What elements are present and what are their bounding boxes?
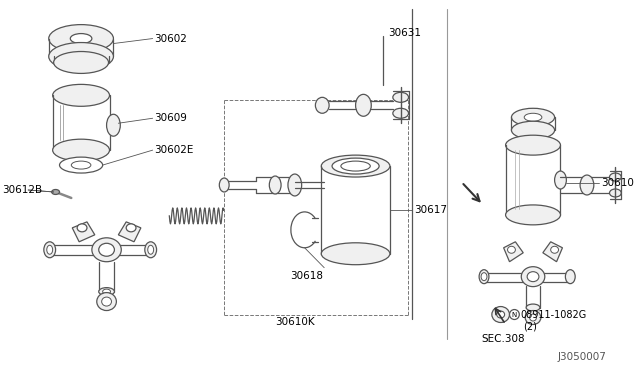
Ellipse shape: [92, 238, 121, 262]
Ellipse shape: [555, 171, 566, 189]
Text: 30602E: 30602E: [155, 145, 194, 155]
Ellipse shape: [527, 272, 539, 282]
Ellipse shape: [521, 267, 545, 286]
Ellipse shape: [321, 155, 390, 177]
Ellipse shape: [530, 314, 536, 321]
Text: (2): (2): [524, 321, 537, 331]
Ellipse shape: [341, 161, 371, 171]
Polygon shape: [504, 242, 524, 262]
Ellipse shape: [550, 246, 559, 253]
Ellipse shape: [60, 157, 102, 173]
Text: 30602: 30602: [155, 33, 188, 44]
Ellipse shape: [393, 92, 408, 102]
Ellipse shape: [506, 205, 561, 225]
Ellipse shape: [511, 108, 555, 126]
Polygon shape: [118, 222, 141, 242]
Ellipse shape: [145, 242, 157, 258]
Ellipse shape: [148, 245, 154, 254]
Ellipse shape: [481, 273, 487, 280]
Text: 30618: 30618: [290, 271, 323, 280]
Ellipse shape: [99, 288, 115, 296]
Ellipse shape: [509, 310, 519, 320]
Ellipse shape: [49, 42, 113, 70]
Ellipse shape: [508, 246, 515, 253]
Ellipse shape: [565, 270, 575, 283]
Polygon shape: [543, 242, 563, 262]
Ellipse shape: [44, 242, 56, 258]
Text: 30617: 30617: [415, 205, 447, 215]
Ellipse shape: [52, 139, 109, 161]
Ellipse shape: [269, 176, 281, 194]
Ellipse shape: [332, 158, 379, 174]
Ellipse shape: [77, 224, 87, 232]
Text: 30612B: 30612B: [3, 185, 43, 195]
Ellipse shape: [47, 245, 52, 254]
Ellipse shape: [97, 293, 116, 311]
Ellipse shape: [511, 121, 555, 139]
Ellipse shape: [525, 311, 541, 324]
Text: SEC.308: SEC.308: [481, 334, 525, 344]
Ellipse shape: [102, 289, 111, 294]
Text: 30631: 30631: [388, 28, 421, 38]
Text: 30610K: 30610K: [275, 317, 315, 327]
Text: 30609: 30609: [155, 113, 188, 123]
Ellipse shape: [70, 33, 92, 44]
Ellipse shape: [220, 178, 229, 192]
Text: 08911-1082G: 08911-1082G: [520, 310, 586, 320]
Text: 30610: 30610: [601, 178, 634, 188]
Ellipse shape: [479, 270, 489, 283]
Ellipse shape: [497, 311, 504, 318]
Ellipse shape: [524, 113, 542, 121]
Ellipse shape: [107, 114, 120, 136]
Text: N: N: [512, 311, 517, 318]
Ellipse shape: [288, 174, 301, 196]
Ellipse shape: [506, 135, 561, 155]
Ellipse shape: [356, 94, 371, 116]
Ellipse shape: [52, 84, 109, 106]
Ellipse shape: [609, 173, 621, 181]
Ellipse shape: [492, 307, 509, 323]
Text: J3050007: J3050007: [557, 352, 607, 362]
Ellipse shape: [54, 51, 109, 73]
Ellipse shape: [52, 189, 60, 195]
Ellipse shape: [393, 108, 408, 118]
Ellipse shape: [316, 97, 329, 113]
Ellipse shape: [126, 224, 136, 232]
Ellipse shape: [102, 297, 111, 306]
Ellipse shape: [526, 304, 540, 311]
Ellipse shape: [71, 161, 91, 169]
Ellipse shape: [321, 243, 390, 265]
Ellipse shape: [49, 25, 113, 52]
Ellipse shape: [99, 243, 115, 256]
Ellipse shape: [609, 189, 621, 197]
Ellipse shape: [580, 175, 594, 195]
Polygon shape: [72, 222, 95, 242]
